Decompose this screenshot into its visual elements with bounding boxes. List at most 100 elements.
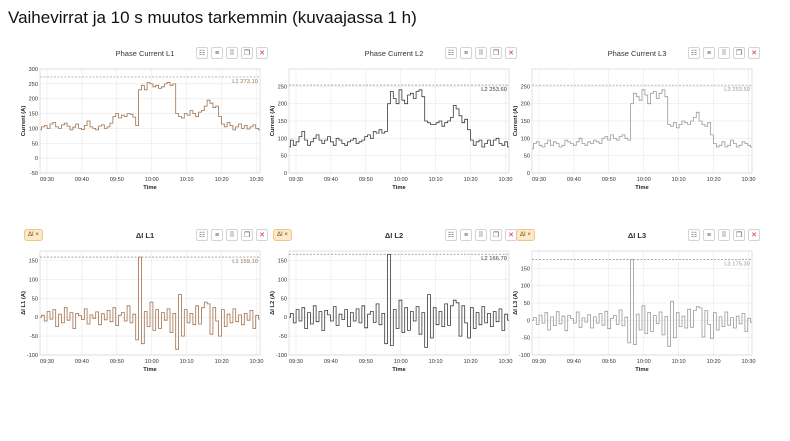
chart-title: Phase Current L2 xyxy=(364,49,424,58)
chart-panel: ΔI × ΔI L2 ☷ ≡ ⠿ ❐ ✕ -100 -50 0 50 100 150 09:30 09:40… xyxy=(270,229,517,377)
x-tick-label: 10:30 xyxy=(250,359,264,365)
x-axis-title: Time xyxy=(143,185,157,191)
chart-title: ΔI L1 xyxy=(135,231,155,240)
chart-toolbar: ☷ ≡ ⠿ ❐ ✕ xyxy=(688,47,760,59)
x-tick-label: 09:40 xyxy=(75,359,89,365)
y-tick-label: 50 xyxy=(32,141,38,147)
x-tick-label: 09:30 xyxy=(40,177,54,183)
x-tick-label: 09:30 xyxy=(289,177,303,183)
y-tick-label: 250 xyxy=(521,84,530,90)
close-icon-button[interactable]: ✕ xyxy=(256,229,268,241)
x-tick-label: 09:30 xyxy=(532,177,546,183)
settings-icon-button[interactable]: ☷ xyxy=(688,47,700,59)
y-tick-label: 150 xyxy=(29,258,38,264)
x-tick-label: 09:30 xyxy=(532,359,546,365)
menu-icon-button[interactable]: ≡ xyxy=(703,229,715,241)
menu-icon-button[interactable]: ≡ xyxy=(211,47,223,59)
x-tick-label: 10:20 xyxy=(464,177,478,183)
y-tick-label: 0 xyxy=(527,318,530,324)
plot-area xyxy=(288,68,510,174)
chart-svg: 0 50 100 150 200 250 09:30 09:40 09:50 10:00 10:10… xyxy=(270,68,513,191)
chart-panel: ΔI × ΔI L3 ☷ ≡ ⠿ ❐ ✕ -100 -50 0 50 100 150 09:30 09:40… xyxy=(513,229,760,377)
delta-i-filter-tag[interactable]: ΔI × xyxy=(516,229,535,241)
copy-icon-button[interactable]: ❐ xyxy=(241,47,253,59)
menu-icon-button[interactable]: ≡ xyxy=(703,47,715,59)
x-tick-label: 10:20 xyxy=(707,177,721,183)
x-tick-label: 10:00 xyxy=(145,177,159,183)
x-tick-label: 10:30 xyxy=(499,177,513,183)
x-tick-label: 10:00 xyxy=(145,359,159,365)
y-tick-label: 50 xyxy=(281,154,287,160)
x-tick-label: 10:30 xyxy=(250,177,264,183)
x-tick-label: 10:10 xyxy=(429,177,443,183)
x-tick-label: 10:30 xyxy=(499,359,513,365)
series-line xyxy=(532,259,752,347)
y-tick-label: -100 xyxy=(519,353,530,359)
grid-icon-button[interactable]: ⠿ xyxy=(718,47,730,59)
x-axis-title: Time xyxy=(392,367,406,373)
x-axis-title: Time xyxy=(392,185,406,191)
grid-icon-button[interactable]: ⠿ xyxy=(718,229,730,241)
copy-icon-button[interactable]: ❐ xyxy=(241,229,253,241)
y-tick-label: -100 xyxy=(276,353,287,359)
plot-area xyxy=(39,250,261,356)
reference-label: L1 159.10 xyxy=(232,259,258,265)
settings-icon-button[interactable]: ☷ xyxy=(445,47,457,59)
x-tick-label: 09:30 xyxy=(40,359,54,365)
copy-icon-button[interactable]: ❐ xyxy=(490,47,502,59)
y-tick-label: 150 xyxy=(521,119,530,125)
x-tick-label: 10:00 xyxy=(394,177,408,183)
y-tick-label: 200 xyxy=(521,102,530,108)
grid-icon-button[interactable]: ⠿ xyxy=(226,229,238,241)
menu-icon-button[interactable]: ≡ xyxy=(460,229,472,241)
close-icon-button[interactable]: ✕ xyxy=(256,47,268,59)
y-tick-label: 50 xyxy=(281,296,287,302)
chart-toolbar: ☷ ≡ ⠿ ❐ ✕ xyxy=(445,47,517,59)
grid-icon-button[interactable]: ⠿ xyxy=(226,47,238,59)
delta-i-filter-tag[interactable]: ΔI × xyxy=(24,229,43,241)
copy-icon-button[interactable]: ❐ xyxy=(733,47,745,59)
chart-panel: Phase Current L3 ☷ ≡ ⠿ ❐ ✕ 0 50 100 150 200 250 09:3… xyxy=(513,47,760,195)
settings-icon-button[interactable]: ☷ xyxy=(196,229,208,241)
chart-svg: -100 -50 0 50 100 150 09:30 09:40 09:50 10:00 10:1… xyxy=(270,250,513,373)
x-tick-label: 10:30 xyxy=(742,177,756,183)
series-line xyxy=(40,82,260,131)
y-tick-label: 100 xyxy=(29,126,38,132)
y-tick-label: 150 xyxy=(278,119,287,125)
menu-icon-button[interactable]: ≡ xyxy=(460,47,472,59)
chart-title: ΔI L3 xyxy=(627,231,647,240)
close-icon-button[interactable]: ✕ xyxy=(505,47,517,59)
copy-icon-button[interactable]: ❐ xyxy=(490,229,502,241)
x-tick-label: 10:10 xyxy=(180,359,194,365)
x-tick-label: 09:40 xyxy=(324,177,338,183)
settings-icon-button[interactable]: ☷ xyxy=(445,229,457,241)
close-icon-button[interactable]: ✕ xyxy=(748,47,760,59)
delta-i-filter-tag[interactable]: ΔI × xyxy=(273,229,292,241)
y-tick-label: 100 xyxy=(278,277,287,283)
grid-icon-button[interactable]: ⠿ xyxy=(475,229,487,241)
y-tick-label: 150 xyxy=(29,112,38,118)
x-tick-label: 09:40 xyxy=(567,177,581,183)
menu-icon-button[interactable]: ≡ xyxy=(211,229,223,241)
y-tick-label: -50 xyxy=(30,334,38,340)
y-tick-label: 0 xyxy=(35,156,38,162)
plot-area xyxy=(39,68,261,174)
x-axis-title: Time xyxy=(143,367,157,373)
chart-toolbar: ☷ ≡ ⠿ ❐ ✕ xyxy=(196,229,268,241)
y-tick-label: 300 xyxy=(29,67,38,73)
grid-icon-button[interactable]: ⠿ xyxy=(475,47,487,59)
x-tick-label: 10:00 xyxy=(637,359,651,365)
chart-svg: -100 -50 0 50 100 150 09:30 09:40 09:50 10:00 10:1… xyxy=(513,250,756,373)
reference-label: L3 175.30 xyxy=(724,262,750,268)
copy-icon-button[interactable]: ❐ xyxy=(733,229,745,241)
close-icon-button[interactable]: ✕ xyxy=(748,229,760,241)
x-tick-label: 10:20 xyxy=(215,359,229,365)
series-line xyxy=(532,89,752,150)
y-axis-title: ΔI L3 (A) xyxy=(513,291,519,315)
chart-svg: -50 0 50 100 150 200 250 300 09:30 09:40 09:50 10:0… xyxy=(21,67,264,191)
y-tick-label: -50 xyxy=(522,336,530,342)
x-tick-label: 10:10 xyxy=(672,177,686,183)
settings-icon-button[interactable]: ☷ xyxy=(688,229,700,241)
y-tick-label: 150 xyxy=(521,266,530,272)
settings-icon-button[interactable]: ☷ xyxy=(196,47,208,59)
